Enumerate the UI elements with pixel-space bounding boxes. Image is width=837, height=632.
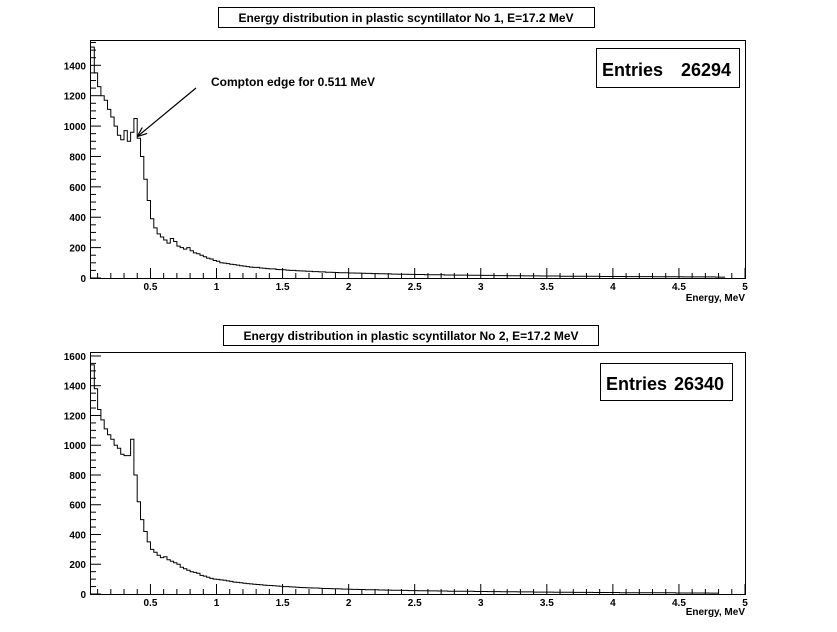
y-tick-label: 0 [80,274,86,285]
x-tick-label: 1.5 [276,282,290,293]
chart-title: Energy distribution in plastic scyntilla… [238,11,573,25]
y-tick-label: 800 [69,152,86,163]
x-axis: 0.5 1 1.5 2 2.5 3 3.5 4 4.5 5 [97,268,748,293]
x-tick-label: 2 [346,598,352,609]
chart-title: Energy distribution in plastic scyntilla… [243,329,578,343]
plot-frame [90,40,746,279]
y-tick-label: 1200 [64,92,87,103]
y-tick-label: 400 [69,213,86,224]
y-tick-label: 1600 [64,352,87,363]
x-tick-label: 4 [610,282,616,293]
x-tick-label: 4.5 [672,282,686,293]
y-tick-label: 0 [80,590,86,601]
x-tick-label: 4.5 [672,598,686,609]
y-tick-label: 800 [69,471,86,482]
y-tick-label: 600 [69,183,86,194]
chart-title-box [218,7,595,28]
plot-frame [90,352,746,595]
y-tick-label: 1400 [64,61,87,72]
x-axis-label: Energy, MeV [686,293,746,304]
y-tick-label: 1200 [64,411,87,422]
y-axis: 0 200 400 600 800 1000 1200 1400 [64,42,101,285]
stats-entries-value: 26340 [674,374,724,394]
stats-box [600,363,733,401]
x-axis: 0.5 1 1.5 2 2.5 3 3.5 4 4.5 5 [97,584,748,609]
x-tick-label: 5 [742,598,748,609]
x-tick-label: 1 [214,282,220,293]
histogram-line [91,364,719,594]
x-tick-label: 5 [742,282,748,293]
stats-entries-label: Entries [602,60,663,80]
y-tick-label: 200 [69,244,86,255]
stats-entries-value: 26294 [681,60,731,80]
x-tick-label: 1.5 [276,598,290,609]
histogram-panel-2: Energy distribution in plastic scyntilla… [64,325,748,618]
x-tick-label: 3 [478,282,484,293]
y-tick-label: 200 [69,560,86,571]
chart-title-box [223,325,599,346]
stats-box [596,48,740,88]
x-tick-label: 2 [346,282,352,293]
histogram-line [91,46,726,278]
annotation-text: Compton edge for 0.511 MeV [211,75,375,89]
annotation-arrow [138,87,197,136]
y-tick-label: 1000 [64,122,87,133]
x-tick-label: 2.5 [408,282,422,293]
x-tick-label: 4 [610,598,616,609]
y-axis: 0 200 400 600 800 1000 1200 1400 1600 [64,352,101,601]
x-axis-label: Energy, MeV [686,607,746,618]
x-tick-label: 3 [478,598,484,609]
x-tick-label: 0.5 [144,598,158,609]
y-tick-label: 400 [69,530,86,541]
y-tick-label: 1000 [64,441,87,452]
x-tick-label: 0.5 [144,282,158,293]
x-tick-label: 3.5 [540,282,554,293]
x-tick-label: 2.5 [408,598,422,609]
stats-entries-label: Entries [606,374,667,394]
x-tick-label: 3.5 [540,598,554,609]
histogram-panel-1: Energy distribution in plastic scyntilla… [64,7,748,304]
y-tick-label: 600 [69,501,86,512]
x-tick-label: 1 [214,598,220,609]
y-tick-label: 1400 [64,382,87,393]
